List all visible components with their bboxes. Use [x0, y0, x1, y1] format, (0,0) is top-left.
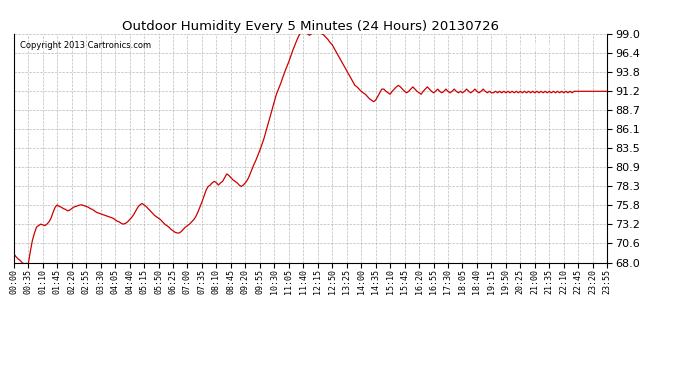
Text: Copyright 2013 Cartronics.com: Copyright 2013 Cartronics.com — [20, 40, 151, 50]
Title: Outdoor Humidity Every 5 Minutes (24 Hours) 20130726: Outdoor Humidity Every 5 Minutes (24 Hou… — [122, 20, 499, 33]
